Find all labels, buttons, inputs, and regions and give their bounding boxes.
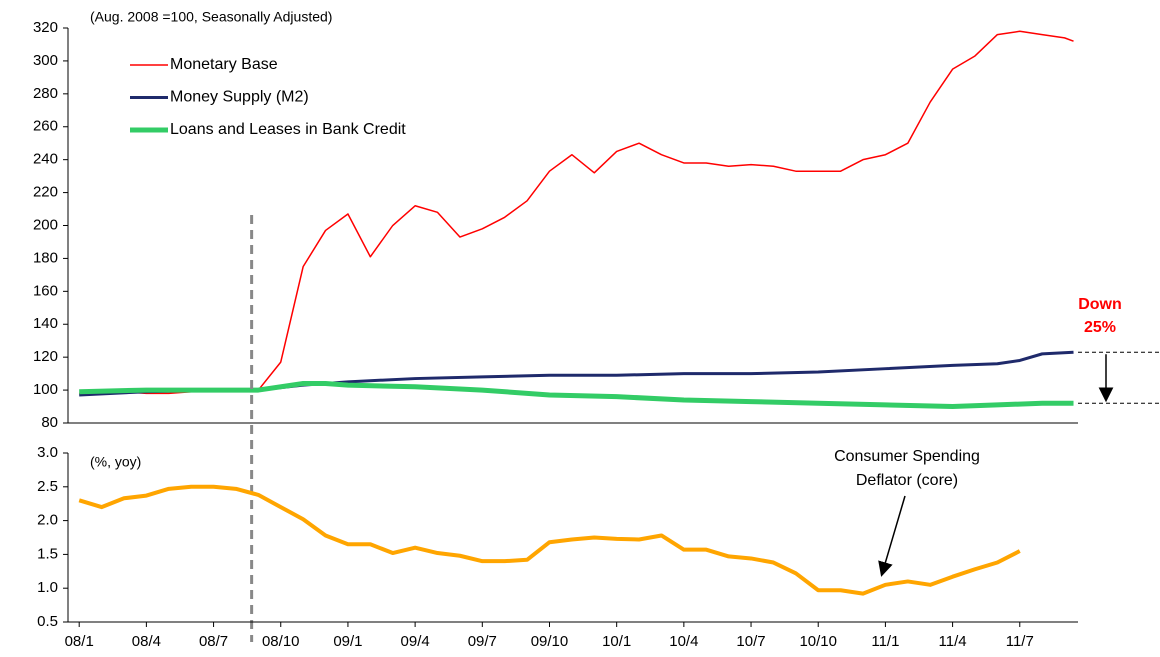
y-tick-label: 1.5 [37, 545, 58, 562]
callout-arrow [878, 495, 906, 577]
y-tick-label: 180 [33, 249, 58, 266]
x-tick-label: 09/10 [531, 633, 569, 650]
x-tick-label: 11/1 [871, 633, 899, 650]
x-tick-label: 09/1 [333, 633, 362, 650]
y-tick-label: 320 [33, 19, 58, 36]
bottom-annotation: (%, yoy) [90, 454, 141, 470]
callout: Consumer Spending [834, 448, 980, 465]
x-tick-label: 08/1 [65, 633, 94, 650]
x-tick-label: 09/4 [401, 633, 430, 650]
x-tick-label: 10/1 [602, 633, 631, 650]
line-series [78, 484, 1021, 596]
y-tick-label: 280 [33, 85, 58, 102]
x-tick-label: 08/4 [132, 633, 161, 650]
x-tick-label: 10/10 [799, 633, 837, 650]
y-tick-label: 100 [33, 381, 58, 398]
line-series [79, 381, 1074, 410]
line-series [79, 30, 1074, 395]
y-tick-label: 140 [33, 315, 58, 332]
callout: Down [1078, 296, 1122, 313]
y-tick-label: 300 [33, 52, 58, 69]
y-tick-label: 1.0 [37, 579, 58, 596]
callout: 25% [1084, 319, 1116, 336]
callout: Deflator (core) [856, 472, 958, 489]
x-tick-label: 11/7 [1006, 633, 1034, 650]
legend-label: Loans and Leases in Bank Credit [170, 121, 406, 138]
y-tick-label: 0.5 [37, 613, 58, 630]
legend-label: Monetary Base [170, 56, 278, 73]
y-tick-label: 3.0 [37, 444, 58, 461]
x-tick-label: 11/4 [939, 633, 967, 650]
legend-label: Money Supply (M2) [170, 89, 309, 106]
x-tick-label: 09/7 [468, 633, 497, 650]
top-annotation: (Aug. 2008 =100, Seasonally Adjusted) [90, 9, 332, 25]
y-tick-label: 160 [33, 282, 58, 299]
y-tick-label: 2.0 [37, 512, 58, 529]
y-tick-label: 220 [33, 184, 58, 201]
x-tick-label: 10/7 [736, 633, 765, 650]
y-tick-label: 260 [33, 118, 58, 135]
y-tick-label: 200 [33, 216, 58, 233]
y-tick-label: 120 [33, 348, 58, 365]
y-tick-label: 240 [33, 151, 58, 168]
x-tick-label: 08/7 [199, 633, 228, 650]
y-tick-label: 80 [41, 414, 58, 431]
x-tick-label: 08/10 [262, 633, 300, 650]
x-tick-label: 10/4 [669, 633, 698, 650]
y-tick-label: 2.5 [37, 478, 58, 495]
